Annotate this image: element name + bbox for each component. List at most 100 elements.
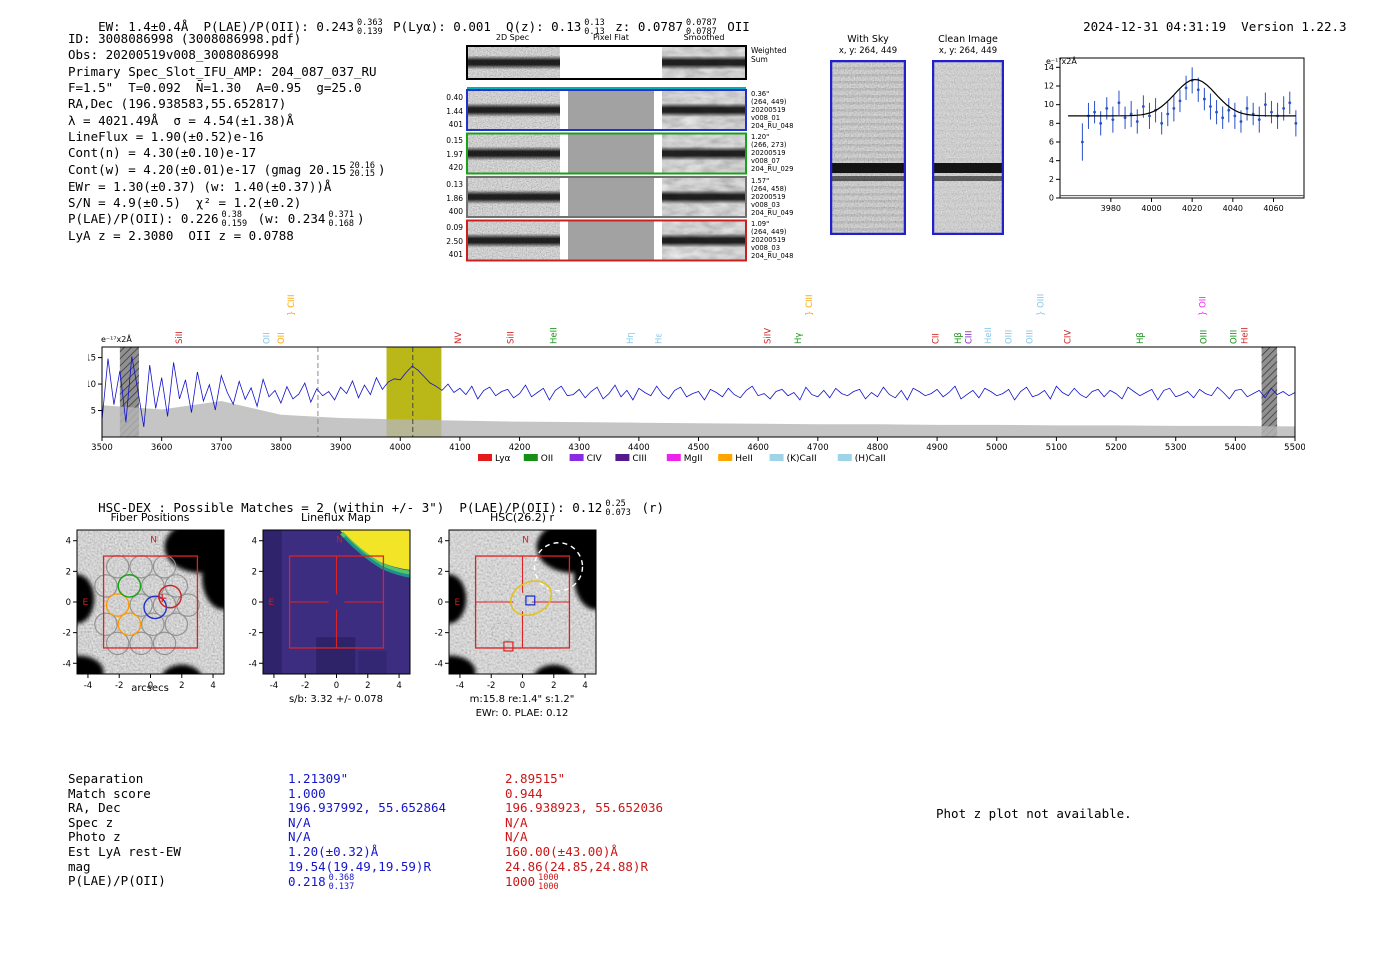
summary-header: EW: 1.4±0.4Å P(LAE)/P(OII): 0.243 0.363 0.… — [68, 4, 750, 51]
row4-ann0: 1.09" — [751, 220, 770, 228]
weighted-sum-label: Weighted Sum — [751, 46, 787, 64]
plae-fraction-hi: 0.363 — [356, 18, 383, 28]
svg-text:Hε: Hε — [655, 333, 665, 344]
spec2d-cutout-grid — [466, 45, 747, 262]
svg-text:4300: 4300 — [568, 443, 590, 453]
info-primary-spec: Primary Spec_Slot_IFU_AMP: 204_087_037_R… — [68, 63, 377, 79]
svg-text:} OII: } OII — [1199, 296, 1209, 316]
svg-text:E: E — [454, 598, 460, 608]
svg-text:HeII: HeII — [984, 327, 994, 344]
row3-ylabels: 0.13 1.86 400 — [434, 178, 463, 219]
svg-text:HeII: HeII — [550, 327, 560, 344]
svg-text:15: 15 — [88, 354, 96, 364]
info-ewr: EWr = 1.30(±0.37) (w: 1.40(±0.37))Å — [68, 178, 332, 194]
lineflux-map-plot: N E -4 -4 -2 -2 0 0 2 2 4 4 — [249, 529, 411, 691]
svg-text:CIV: CIV — [1064, 330, 1074, 344]
row1-ann1: (264, 449) — [751, 97, 787, 106]
row3-ann2: 20200519 — [751, 192, 786, 201]
svg-text:3700: 3700 — [210, 443, 232, 453]
hsc-caption-2: EWr: 0. PLAE: 0.12 — [475, 708, 569, 719]
match1-value: N/A — [288, 829, 311, 845]
svg-text:0: 0 — [66, 598, 71, 608]
plae-fraction-lo: 0.139 — [356, 26, 383, 37]
svg-text:SiII: SiII — [507, 331, 517, 344]
line-fit-inset-plot: 3980 4000 4020 4040 4060 0 2 4 6 8 10 12 14 — [1044, 57, 1305, 213]
match2-value: 160.00(±43.00)Å — [505, 843, 618, 859]
info-redshifts: LyA z = 2.3080 OII z = 0.0788 — [68, 228, 294, 244]
z-fraction: 0.0787 0.0787 — [686, 19, 717, 36]
svg-text:14: 14 — [1044, 63, 1054, 72]
svg-text:10: 10 — [1044, 100, 1054, 109]
svg-text:} CIII: } CIII — [287, 294, 297, 316]
svg-text:4: 4 — [252, 537, 257, 547]
svg-text:8: 8 — [1049, 119, 1054, 128]
lineflux-map-title: Lineflux Map — [300, 511, 372, 524]
info-plae-close: ) — [356, 211, 365, 227]
match2-value: 2.89515" — [505, 771, 566, 786]
match1-value: 19.54(19.49,19.59)R — [288, 858, 431, 874]
match-row-photoz: Photo z N/A N/A — [68, 830, 925, 845]
plae-w-lo: 0.168 — [328, 218, 354, 229]
svg-text:4: 4 — [1049, 156, 1054, 165]
match1-value: N/A — [288, 814, 311, 830]
svg-text:Hβ: Hβ — [954, 332, 964, 344]
svg-text:-4: -4 — [435, 659, 443, 669]
info-obs: Obs: 20200519v008_3008086998 — [68, 47, 279, 63]
hsc-title: HSC(26.2) r — [489, 511, 555, 524]
svg-text:} OIII: } OIII — [1036, 294, 1046, 316]
match-row-plae: P(LAE)/P(OII) 0.218 0.368 0.137 1000 1000 1000 — [68, 873, 925, 892]
hscdex-lo: 0.073 — [605, 507, 631, 518]
svg-text:2: 2 — [1049, 175, 1054, 184]
full-spectrum-plot: 3500 3600 3700 3800 3900 4000 4100 4200 4300 4400… — [88, 294, 1305, 464]
withsky-title: With Sky — [847, 34, 889, 45]
row1-ann2: 20200519 — [751, 105, 786, 114]
svg-text:-4: -4 — [63, 659, 71, 669]
weighted-label-line1: Weighted — [751, 46, 787, 55]
qz-fraction-lo: 0.13 — [584, 26, 605, 37]
svg-text:4700: 4700 — [807, 443, 829, 453]
svg-text:-4: -4 — [84, 681, 92, 691]
row3-y2: 400 — [448, 207, 463, 216]
row4-ylabels: 0.09 2.50 401 — [434, 221, 463, 262]
info-cont-n: Cont(n) = 4.30(±0.10)e-17 — [68, 145, 257, 161]
svg-text:5200: 5200 — [1105, 443, 1127, 453]
svg-text:-2: -2 — [249, 629, 257, 639]
match-row-restew: Est LyA rest-EW 1.20(±0.32)Å 160.00(±43.00… — [68, 843, 925, 860]
row4-y2: 401 — [448, 250, 463, 259]
row2-ann0: 1.20" — [751, 133, 770, 141]
match2-plae-hi: 1000 — [538, 873, 559, 884]
match2-plae: 1000 — [505, 874, 536, 890]
summary-z: z: 0.0787 — [607, 19, 683, 34]
svg-text:4000: 4000 — [389, 443, 411, 453]
match1-value: 196.937992, 55.652864 — [288, 800, 447, 816]
match2-value: 24.86(24.85,24.88)R — [505, 858, 648, 874]
svg-text:Hγ: Hγ — [794, 333, 804, 344]
plae-info-lo: 0.159 — [221, 218, 248, 229]
svg-text:(H)CaII: (H)CaII — [855, 454, 886, 464]
row4-ann2: 20200519 — [751, 235, 786, 244]
info-sn-chi2: S/N = 4.9(±0.5) χ² = 1.2(±0.2) — [68, 195, 302, 211]
row2-ann1: (266, 273) — [751, 140, 787, 149]
svg-text:3600: 3600 — [151, 443, 173, 453]
svg-text:4600: 4600 — [747, 443, 769, 453]
summary-plya-qz: P(Lyα): 0.001 Q(z): 0.13 — [385, 19, 582, 34]
svg-text:-2: -2 — [63, 629, 71, 639]
fiber-xlabel: arcsecs — [131, 683, 169, 694]
svg-text:0: 0 — [252, 598, 257, 608]
svg-text:3980: 3980 — [1101, 204, 1121, 213]
svg-text:3500: 3500 — [91, 443, 113, 453]
svg-text:2: 2 — [252, 567, 257, 577]
row1-ann0: 0.36" — [751, 90, 770, 98]
svg-text:4400: 4400 — [628, 443, 650, 453]
row2-y2: 420 — [448, 163, 463, 172]
row1-ann3: v008_01 — [751, 113, 781, 122]
svg-text:SiII: SiII — [175, 331, 185, 344]
svg-text:4500: 4500 — [688, 443, 710, 453]
svg-text:NV: NV — [454, 332, 464, 344]
svg-text:OIII: OIII — [1026, 330, 1036, 344]
row3-ann0: 1.57" — [751, 177, 770, 185]
row1-ann4: 204_RU_048 — [751, 121, 794, 130]
svg-text:4200: 4200 — [509, 443, 531, 453]
info-lineflux: LineFlux = 1.90(±0.52)e-16 — [68, 129, 264, 145]
match2-plae-lo: 1000 — [538, 881, 559, 892]
